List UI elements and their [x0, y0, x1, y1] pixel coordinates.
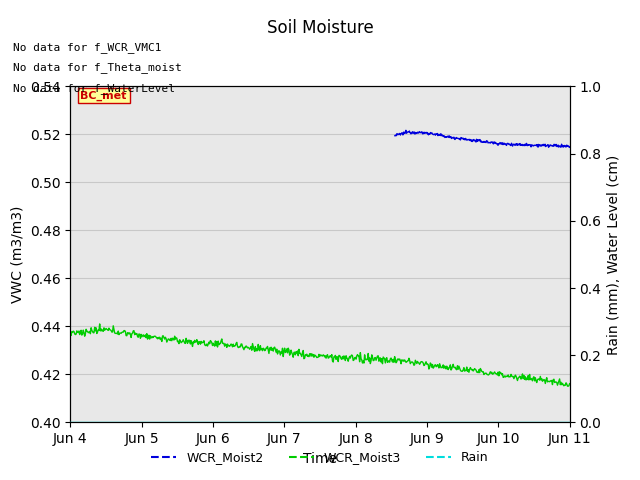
Legend: WCR_Moist2, WCR_Moist3, Rain: WCR_Moist2, WCR_Moist3, Rain — [147, 446, 493, 469]
Y-axis label: VWC (m3/m3): VWC (m3/m3) — [10, 206, 24, 303]
Text: Soil Moisture: Soil Moisture — [267, 19, 373, 37]
Text: BC_met: BC_met — [81, 90, 127, 101]
Text: No data for f_Theta_moist: No data for f_Theta_moist — [13, 62, 182, 73]
X-axis label: Time: Time — [303, 452, 337, 466]
Text: No data for f_WCR_VMC1: No data for f_WCR_VMC1 — [13, 42, 161, 53]
Text: No data for f_WaterLevel: No data for f_WaterLevel — [13, 83, 175, 94]
Y-axis label: Rain (mm), Water Level (cm): Rain (mm), Water Level (cm) — [607, 154, 621, 355]
